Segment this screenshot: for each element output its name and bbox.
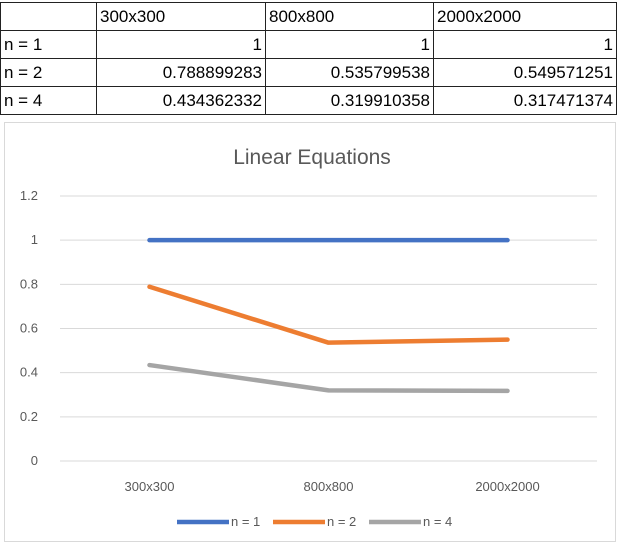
table-cell[interactable]: 0.788899283 [96,58,266,87]
line-chart: Linear Equations 0 0.2 0.4 0.6 0.8 1 1.2 300x3… [20,146,597,529]
table-header-cell[interactable] [0,2,97,31]
table-cell[interactable]: 0.434362332 [96,86,266,115]
y-tick-label: 0.8 [20,276,38,291]
y-tick-label: 0.2 [20,409,38,424]
data-table: 300x300 800x800 2000x2000 n = 1 1 1 1 n … [0,2,617,115]
y-tick-label: 0.6 [20,321,38,336]
legend-label: n = 4 [423,514,452,529]
table-header-cell[interactable]: 2000x2000 [433,2,617,31]
x-tick-label: 800x800 [304,479,354,494]
table-cell[interactable]: 0.317471374 [433,86,617,115]
gridlines [60,195,597,462]
chart-object[interactable]: Linear Equations 0 0.2 0.4 0.6 0.8 1 1.2 300x3… [4,122,616,542]
table-row: n = 4 0.434362332 0.319910358 0.31747137… [0,86,617,115]
spreadsheet-grid: 300x300 800x800 2000x2000 n = 1 1 1 1 n … [0,0,618,120]
table-row: n = 2 0.788899283 0.535799538 0.54957125… [0,58,617,87]
legend: n = 1 n = 2 n = 4 [177,514,452,529]
table-header-cell[interactable]: 800x800 [265,2,434,31]
table-header-cell[interactable]: 300x300 [96,2,266,31]
y-tick-label: 0 [31,453,38,468]
table-cell[interactable]: 0.319910358 [265,86,434,115]
series-lines [147,237,510,394]
y-axis-ticks: 0 0.2 0.4 0.6 0.8 1 1.2 [20,188,38,468]
series-line[interactable] [147,362,510,394]
row-label-cell[interactable]: n = 2 [0,58,97,87]
table-row: n = 1 1 1 1 [0,30,617,59]
table-cell[interactable]: 0.549571251 [433,58,617,87]
table-cell[interactable]: 0.535799538 [265,58,434,87]
y-tick-label: 1.2 [20,188,38,203]
x-axis-ticks: 300x300 800x800 2000x2000 [125,479,540,494]
y-tick-label: 1 [31,232,38,247]
legend-label: n = 1 [231,514,260,529]
y-tick-label: 0.4 [20,365,38,380]
x-tick-label: 300x300 [125,479,175,494]
x-tick-label: 2000x2000 [475,479,539,494]
legend-label: n = 2 [327,514,356,529]
table-cell[interactable]: 1 [265,30,434,59]
table-header-row: 300x300 800x800 2000x2000 [0,2,617,31]
table-cell[interactable]: 1 [433,30,617,59]
row-label-cell[interactable]: n = 1 [0,30,97,59]
chart-title: Linear Equations [233,146,391,169]
series-line[interactable] [147,284,510,345]
row-label-cell[interactable]: n = 4 [0,86,97,115]
table-cell[interactable]: 1 [96,30,266,59]
